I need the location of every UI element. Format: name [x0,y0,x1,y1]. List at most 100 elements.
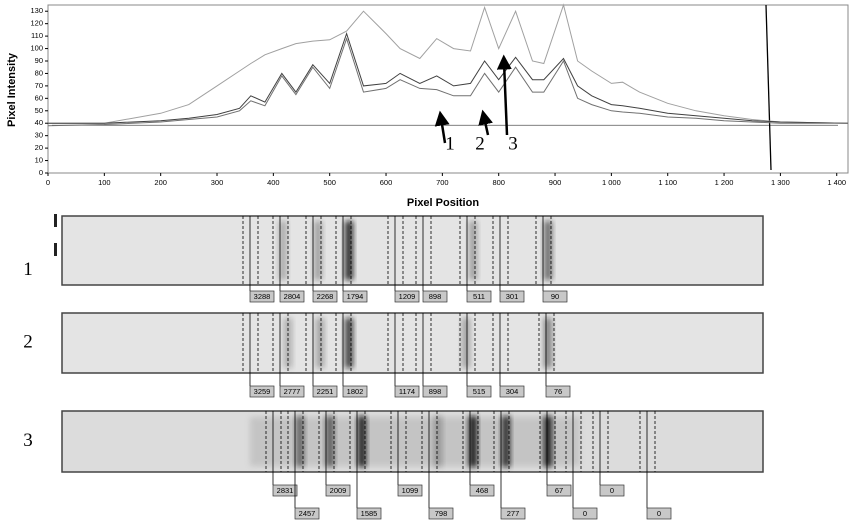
gel-band [544,416,552,467]
annotation-label: 2 [475,133,485,154]
band-box [466,385,492,398]
x-tick-label: 1 300 [771,178,790,187]
band-box [466,290,492,303]
band-value: 0 [657,509,661,518]
annotation-bg [472,135,488,155]
band-value: 304 [506,387,519,396]
x-tick-label: 200 [154,178,167,187]
band-box [469,484,495,497]
y-tick-label: 80 [35,68,43,77]
gel-band [434,416,442,467]
x-tick-label: 0 [46,178,50,187]
band-value: 0 [583,509,587,518]
band-box [272,484,298,497]
y-tick-label: 10 [35,156,43,165]
band-value: 0 [610,486,614,495]
annotation-label: 3 [508,133,518,154]
band-value: 1209 [399,292,416,301]
gel-band [345,221,353,280]
band-box [279,290,305,303]
annotation-arrow [434,110,450,144]
gel-band [544,221,552,280]
band-value: 898 [429,292,442,301]
band-box [249,385,275,398]
y-tick-label: 70 [35,81,43,90]
lane-marker [54,243,57,256]
band-box [356,507,382,520]
gel-band [314,221,322,280]
x-axis-label: Pixel Position [407,197,479,209]
y-axis-label: Pixel Intensity [6,52,18,127]
y-tick-label: 90 [35,56,43,65]
band-box [394,385,420,398]
band-value: 2457 [299,509,316,518]
gel-band [326,416,334,467]
annotation-bg [442,135,458,155]
gel-band [296,416,304,467]
cursor-line [765,4,772,171]
band-value: 3259 [254,387,271,396]
band-box [312,290,338,303]
band-box [294,507,320,520]
y-tick-label: 30 [35,131,43,140]
x-tick-label: 1 200 [715,178,734,187]
band-box [422,290,448,303]
y-tick-label: 0 [39,168,43,177]
x-tick-label: 400 [267,178,280,187]
x-tick-label: 100 [98,178,111,187]
y-tick-label: 110 [31,31,43,40]
band-value: 277 [507,509,520,518]
gel-lane [61,312,764,398]
band-value: 2831 [277,486,294,495]
gel-lane [61,410,764,520]
band-value: 898 [429,387,442,396]
band-value: 76 [554,387,562,396]
band-value: 2777 [284,387,301,396]
y-tick-label: 100 [30,44,43,53]
x-tick-label: 300 [211,178,224,187]
band-value: 2268 [317,292,334,301]
band-box [325,484,351,497]
x-tick-label: 1 400 [827,178,846,187]
band-value: 1794 [347,292,364,301]
band-box [422,385,448,398]
band-value: 468 [476,486,489,495]
band-box [599,484,625,497]
lane-label: 2 [23,331,33,352]
series-line [48,3,849,124]
y-tick-label: 20 [35,143,43,152]
x-tick-label: 500 [323,178,336,187]
x-tick-label: 600 [380,178,393,187]
gel-band [502,416,510,467]
gel-band [544,318,552,368]
annotation-arrow [478,109,493,136]
band-box [394,290,420,303]
plot-frame [47,4,849,174]
band-value: 301 [506,292,519,301]
band-value: 1174 [399,387,415,396]
gel-band [316,318,324,368]
lane-marker [54,214,57,227]
annotation-label: 1 [445,133,455,154]
gel-band [469,416,477,467]
y-tick-label: 50 [35,106,43,115]
y-tick-label: 130 [30,6,43,15]
band-box [428,507,454,520]
lane-label: 1 [23,259,33,280]
series-line [48,32,849,124]
annotation-arrow [496,54,512,136]
band-box [542,290,568,303]
band-value: 67 [555,486,563,495]
band-value: 1802 [347,387,364,396]
y-tick-label: 40 [35,118,43,127]
band-value: 1585 [361,509,378,518]
lane-strip [61,215,764,286]
band-box [342,290,368,303]
band-box [249,290,275,303]
band-box [646,507,672,520]
band-value: 2804 [284,292,301,301]
band-box [499,385,525,398]
band-box [342,385,368,398]
series-line [47,36,848,127]
